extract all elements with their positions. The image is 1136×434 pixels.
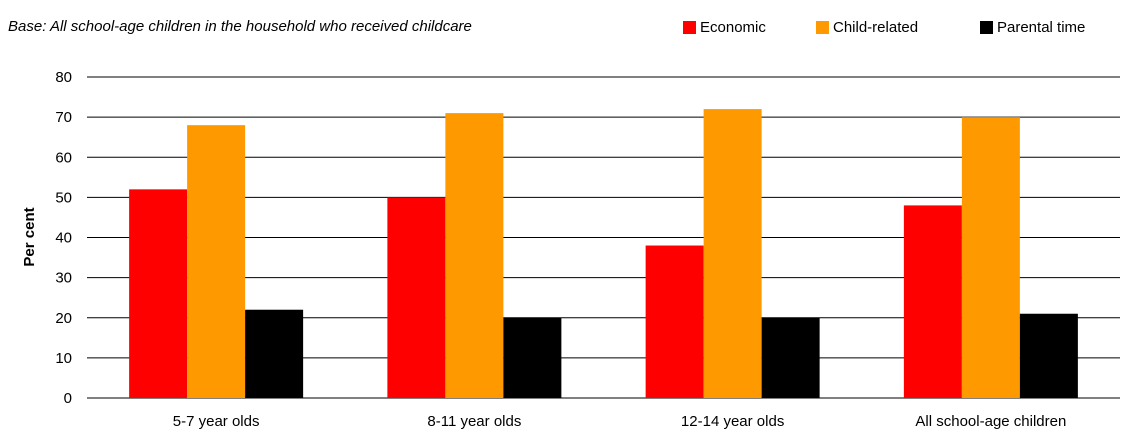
x-axis-categories: 5-7 year olds 8-11 year olds 12-14 year ol… [173,413,1067,430]
bar-economic-1 [387,197,446,398]
legend-label-economic: Economic [700,19,766,36]
bar-parental-time-3 [1019,313,1078,398]
bar-parental-time-2 [761,317,820,398]
x-category-label: All school-age children [915,413,1066,430]
bar-economic-2 [645,245,704,398]
y-tick-label-20: 20 [55,310,72,327]
bar-parental-time-1 [503,317,562,398]
bar-child-related-2 [703,109,762,398]
bar-parental-time-0 [245,309,304,398]
bar-child-related-1 [445,113,504,399]
y-tick-label-10: 10 [55,350,72,367]
y-tick-label-70: 70 [55,109,72,126]
y-tick-label-0: 0 [64,390,72,407]
legend-swatch-parental-time [980,21,993,34]
y-axis-label: Per cent [21,207,38,266]
legend: Economic Child-related Parental time [683,19,1085,36]
bar-economic-0 [129,189,188,398]
bar-economic-3 [903,205,962,398]
bar-child-related-3 [961,117,1020,398]
base-note: Base: All school-age children in the hou… [8,18,472,35]
bars [129,109,1078,399]
x-category-label: 5-7 year olds [173,413,260,430]
y-tick-label-80: 80 [55,69,72,86]
y-tick-label-40: 40 [55,230,72,247]
y-tick-label-30: 30 [55,270,72,287]
y-tick-label-50: 50 [55,189,72,206]
legend-swatch-economic [683,21,696,34]
y-tick-label-60: 60 [55,149,72,166]
legend-swatch-child-related [816,21,829,34]
legend-label-parental-time: Parental time [997,19,1085,36]
bar-child-related-0 [187,125,246,399]
x-category-label: 8-11 year olds [427,413,521,430]
legend-label-child-related: Child-related [833,19,918,36]
x-category-label: 12-14 year olds [681,413,784,430]
y-axis-ticks: 0 10 20 30 40 50 60 70 80 [55,69,72,407]
